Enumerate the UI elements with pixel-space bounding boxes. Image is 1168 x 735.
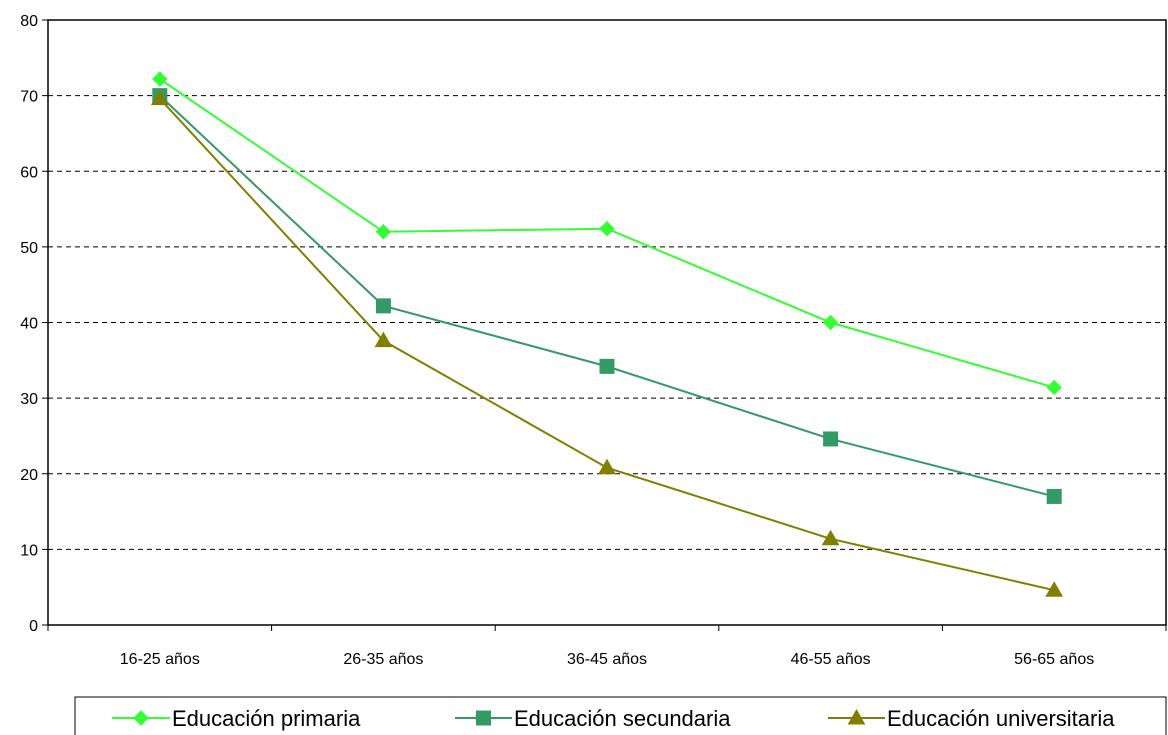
series-line xyxy=(160,96,1054,497)
data-point xyxy=(599,460,615,474)
data-point xyxy=(600,359,614,373)
x-tick-label: 26-35 años xyxy=(343,651,423,668)
y-tick-label: 20 xyxy=(20,467,38,484)
series-1 xyxy=(153,72,1061,395)
data-point xyxy=(1047,381,1061,395)
x-tick-label: 46-55 años xyxy=(791,651,871,668)
y-tick-label: 10 xyxy=(20,542,38,559)
x-tick-label: 36-45 años xyxy=(567,651,647,668)
y-tick-label: 60 xyxy=(20,164,38,181)
data-point xyxy=(376,225,390,239)
data-point xyxy=(600,222,614,236)
legend-label: Educación universitaria xyxy=(887,706,1115,731)
y-tick-label: 40 xyxy=(20,316,38,333)
y-tick-label: 70 xyxy=(20,89,38,106)
data-point xyxy=(1047,489,1061,503)
legend-label: Educación secundaria xyxy=(514,706,731,731)
data-point xyxy=(824,432,838,446)
x-axis: 16-25 años 26-35 años 36-45 años 46-55 años… xyxy=(48,625,1166,668)
series-2 xyxy=(153,89,1061,504)
y-tick-label: 30 xyxy=(20,391,38,408)
y-axis: 0 10 20 30 40 50 60 70 80 xyxy=(20,13,48,635)
legend-marker xyxy=(477,711,491,725)
y-tick-label: 80 xyxy=(20,13,38,30)
series-group xyxy=(152,72,1062,596)
y-tick-label: 0 xyxy=(29,618,38,635)
series-line xyxy=(160,99,1054,591)
legend: Educación primaria Educación secundaria Ed… xyxy=(75,697,1166,735)
legend-label: Educación primaria xyxy=(172,706,361,731)
data-point xyxy=(376,299,390,313)
x-tick-label: 56-65 años xyxy=(1014,651,1094,668)
data-point xyxy=(153,72,167,86)
y-tick-label: 50 xyxy=(20,240,38,257)
data-point xyxy=(824,316,838,330)
x-tick-label: 16-25 años xyxy=(120,651,200,668)
